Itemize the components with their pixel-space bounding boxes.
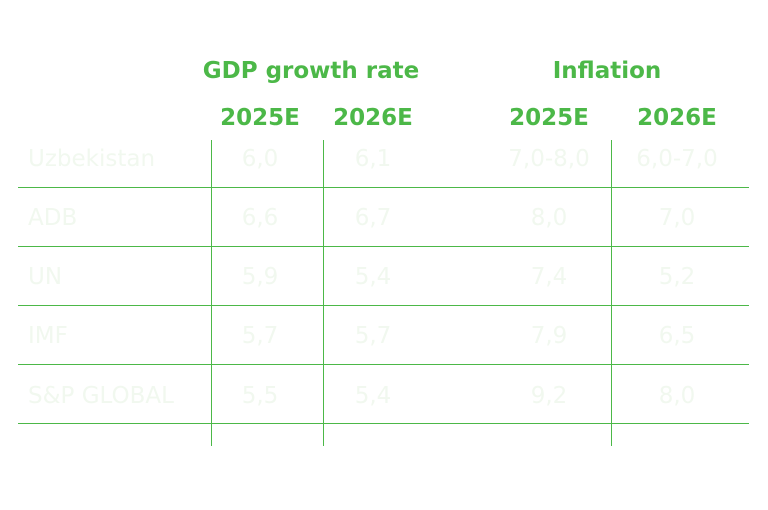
table-cell: 5,4 — [354, 383, 392, 409]
table-cell: 6,1 — [354, 146, 392, 172]
row-label: UN — [28, 264, 63, 290]
row-label: IMF — [28, 323, 68, 349]
table-cell: 6,6 — [241, 205, 279, 231]
table-cell: 7,0 — [658, 205, 696, 231]
row-divider — [18, 187, 749, 188]
table-cell: 7,9 — [530, 323, 568, 349]
year-header-gdp-2026: 2026E — [333, 105, 413, 131]
column-divider — [323, 140, 324, 446]
table-cell: 7,0-8,0 — [508, 146, 590, 172]
row-divider — [18, 246, 749, 247]
table-cell: 8,0 — [530, 205, 568, 231]
column-divider — [211, 140, 212, 446]
table-cell: 5,4 — [354, 264, 392, 290]
group-header-gdp: GDP growth rate — [202, 58, 420, 84]
table-cell: 5,5 — [241, 383, 279, 409]
row-label: Uzbekistan — [28, 146, 156, 172]
year-header-gdp-2025: 2025E — [220, 105, 300, 131]
row-divider — [18, 364, 749, 365]
table-cell: 7,4 — [530, 264, 568, 290]
table-cell: 8,0 — [658, 383, 696, 409]
year-header-inflation-2026: 2026E — [637, 105, 717, 131]
table-cell: 5,7 — [241, 323, 279, 349]
row-label: ADB — [28, 205, 78, 231]
row-label: S&P GLOBAL — [28, 383, 174, 409]
table-cell: 6,0 — [241, 146, 279, 172]
table-cell: 6,0-7,0 — [636, 146, 718, 172]
column-divider — [611, 140, 612, 446]
table-cell: 5,7 — [354, 323, 392, 349]
table-cell: 5,2 — [658, 264, 696, 290]
row-divider — [18, 305, 749, 306]
group-header-inflation: Inflation — [552, 58, 662, 84]
year-header-inflation-2025: 2025E — [509, 105, 589, 131]
row-divider — [18, 423, 749, 424]
table-cell: 6,5 — [658, 323, 696, 349]
table-cell: 9,2 — [530, 383, 568, 409]
table-cell: 5,9 — [241, 264, 279, 290]
table-cell: 6,7 — [354, 205, 392, 231]
